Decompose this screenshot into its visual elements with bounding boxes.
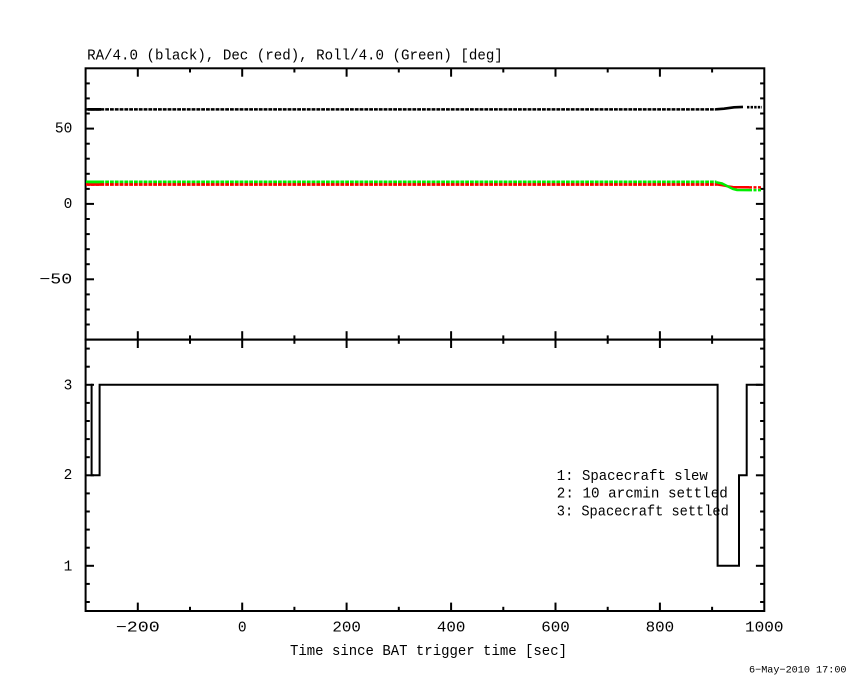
svg-text:6−May−2010 17:00: 6−May−2010 17:00 [749, 666, 847, 677]
svg-text:600: 600 [541, 621, 570, 637]
svg-text:−50: −50 [39, 273, 72, 289]
svg-text:3: 3 [64, 379, 73, 395]
svg-text:1: Spacecraft slew: 1: Spacecraft slew [557, 469, 708, 485]
svg-text:800: 800 [646, 621, 675, 637]
svg-text:2: 2 [64, 468, 73, 484]
svg-text:1: 1 [64, 560, 73, 576]
svg-text:50: 50 [55, 122, 72, 138]
svg-text:0: 0 [238, 621, 247, 637]
svg-text:0: 0 [64, 197, 73, 213]
svg-text:RA/4.0 (black), Dec (red), Rol: RA/4.0 (black), Dec (red), Roll/4.0 (Gre… [87, 48, 503, 64]
svg-text:400: 400 [437, 621, 466, 637]
svg-text:−200: −200 [116, 621, 160, 637]
svg-text:2: 10 arcmin settled: 2: 10 arcmin settled [557, 487, 728, 503]
svg-text:3: Spacecraft settled: 3: Spacecraft settled [557, 505, 729, 521]
svg-text:Time since BAT trigger time [s: Time since BAT trigger time [sec] [290, 644, 567, 660]
svg-text:1000: 1000 [745, 621, 784, 637]
svg-text:200: 200 [332, 621, 361, 637]
